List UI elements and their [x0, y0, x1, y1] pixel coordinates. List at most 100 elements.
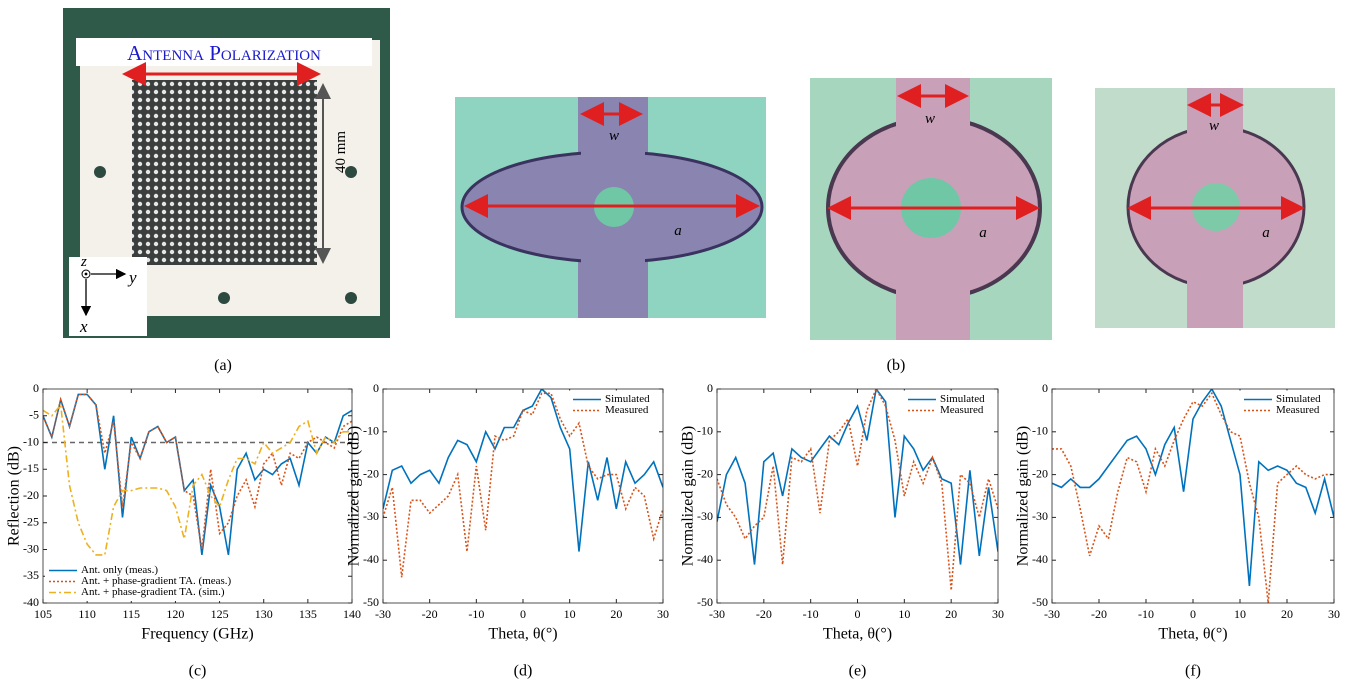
axis-y-label: y	[127, 268, 137, 287]
plot-content	[383, 389, 663, 578]
x-tick-label: 30	[992, 607, 1004, 621]
y-tick-label: -50	[1032, 595, 1048, 609]
y-tick-label: -40	[1032, 552, 1048, 566]
y-tick-label: -5	[29, 408, 39, 422]
photo-b3: w a	[1095, 88, 1335, 328]
x-tick-label: 140	[343, 607, 361, 621]
y-tick-label: -50	[363, 595, 379, 609]
x-tick-label: -20	[756, 607, 772, 621]
legend-box	[903, 390, 997, 420]
x-axis-label: Theta, θ(°)	[1158, 626, 1227, 643]
chart: -30 -20 -10 0 10 20 30 0 -10 -20 -30 -40 -50 Theta, θ…	[680, 381, 1004, 680]
legend-label: Simulated	[605, 393, 650, 405]
a-label: a	[674, 223, 682, 239]
plot-content	[1052, 389, 1334, 603]
x-tick-label: 125	[211, 607, 229, 621]
w-label: w	[925, 111, 935, 127]
y-tick-label: 0	[1042, 381, 1048, 395]
plot-content	[43, 393, 352, 556]
x-tick-label: 10	[564, 607, 576, 621]
x-tick-label: 0	[520, 607, 526, 621]
legend-box	[568, 390, 662, 420]
w-label: w	[609, 128, 619, 144]
y-tick-label: -25	[23, 515, 39, 529]
caption: (c)	[189, 663, 207, 680]
x-tick-label: 0	[855, 607, 861, 621]
x-tick-label: 105	[34, 607, 52, 621]
a-label: a	[979, 225, 987, 241]
legend-label: Simulated	[940, 393, 985, 405]
y-tick-label: -10	[697, 424, 713, 438]
legend-label: Ant. only (meas.)	[81, 564, 158, 576]
chart: 105 110 115 120 125 130 135 140 0 -5 -10 -15 -20 -25 -…	[6, 381, 361, 680]
series-line	[43, 403, 352, 556]
y-axis-label: Normalized gain (dB)	[346, 426, 363, 566]
series-line	[43, 393, 352, 556]
plot-area	[383, 389, 663, 603]
y-tick-label: -10	[23, 434, 39, 448]
y-tick-label: -40	[363, 552, 379, 566]
chart: -30 -20 -10 0 10 20 30 0 -10 -20 -30 -40 -50 Theta, θ…	[1015, 381, 1340, 680]
series-line	[1052, 391, 1334, 603]
plot-area	[717, 389, 998, 603]
photo-b1: w a	[455, 97, 766, 318]
x-axis-label: Theta, θ(°)	[823, 626, 892, 643]
x-tick-label: 20	[1281, 607, 1293, 621]
y-axis-label: Reflection (dB)	[6, 446, 23, 546]
legend-box	[45, 562, 245, 601]
y-tick-label: 0	[33, 381, 39, 395]
y-tick-label: -30	[697, 509, 713, 523]
y-tick-label: -20	[697, 466, 713, 480]
x-tick-label: -20	[1091, 607, 1107, 621]
w-label: w	[1209, 118, 1219, 134]
series-line	[717, 389, 998, 565]
x-tick-label: -10	[1138, 607, 1154, 621]
caption: (a)	[214, 357, 232, 374]
legend-label: Ant. + phase-gradient TA. (sim.)	[81, 586, 225, 598]
series-line	[383, 392, 663, 578]
y-axis-label: Normalized gain (dB)	[680, 426, 697, 566]
legend-label: Measured	[1276, 404, 1320, 416]
x-tick-label: -20	[422, 607, 438, 621]
y-tick-label: -20	[363, 466, 379, 480]
legend-box	[1239, 390, 1333, 420]
x-tick-label: 30	[657, 607, 669, 621]
caption: (e)	[849, 663, 867, 680]
y-axis-label: Normalized gain (dB)	[1015, 426, 1032, 566]
y-tick-label: -20	[1032, 466, 1048, 480]
legend-label: Simulated	[1276, 393, 1321, 405]
photo-a: Antenna Polarization 40 mm z y x	[63, 8, 390, 338]
y-tick-label: -20	[23, 488, 39, 502]
x-tick-label: -30	[1044, 607, 1060, 621]
dimension-label: 40 mm	[333, 131, 349, 173]
x-tick-label: 115	[123, 607, 141, 621]
x-tick-label: 0	[1190, 607, 1196, 621]
x-tick-label: -10	[468, 607, 484, 621]
legend-label: Ant. + phase-gradient TA. (meas.)	[81, 575, 232, 587]
x-tick-label: 120	[166, 607, 184, 621]
x-axis-label: Theta, θ(°)	[488, 626, 557, 643]
x-tick-label: -30	[375, 607, 391, 621]
photo-b2: w a	[810, 78, 1052, 340]
x-tick-label: 135	[299, 607, 317, 621]
x-tick-label: -10	[803, 607, 819, 621]
y-tick-label: -30	[23, 541, 39, 555]
y-tick-label: -15	[23, 461, 39, 475]
chart: -30 -20 -10 0 10 20 30 0 -10 -20 -30 -40 -50 Theta, θ…	[346, 381, 669, 680]
y-tick-label: -40	[23, 595, 39, 609]
y-tick-label: -30	[1032, 509, 1048, 523]
a-label: a	[1262, 225, 1270, 241]
x-tick-label: 10	[898, 607, 910, 621]
axis-x-label: x	[79, 317, 88, 336]
series-line	[1052, 389, 1334, 586]
caption: (b)	[887, 357, 906, 374]
y-tick-label: -35	[23, 568, 39, 582]
x-tick-label: 20	[945, 607, 957, 621]
axis-z-label: z	[80, 254, 87, 270]
caption: (d)	[514, 663, 533, 680]
x-tick-label: 130	[255, 607, 273, 621]
y-tick-label: 0	[373, 381, 379, 395]
y-tick-label: -10	[1032, 424, 1048, 438]
caption: (f)	[1185, 663, 1201, 680]
